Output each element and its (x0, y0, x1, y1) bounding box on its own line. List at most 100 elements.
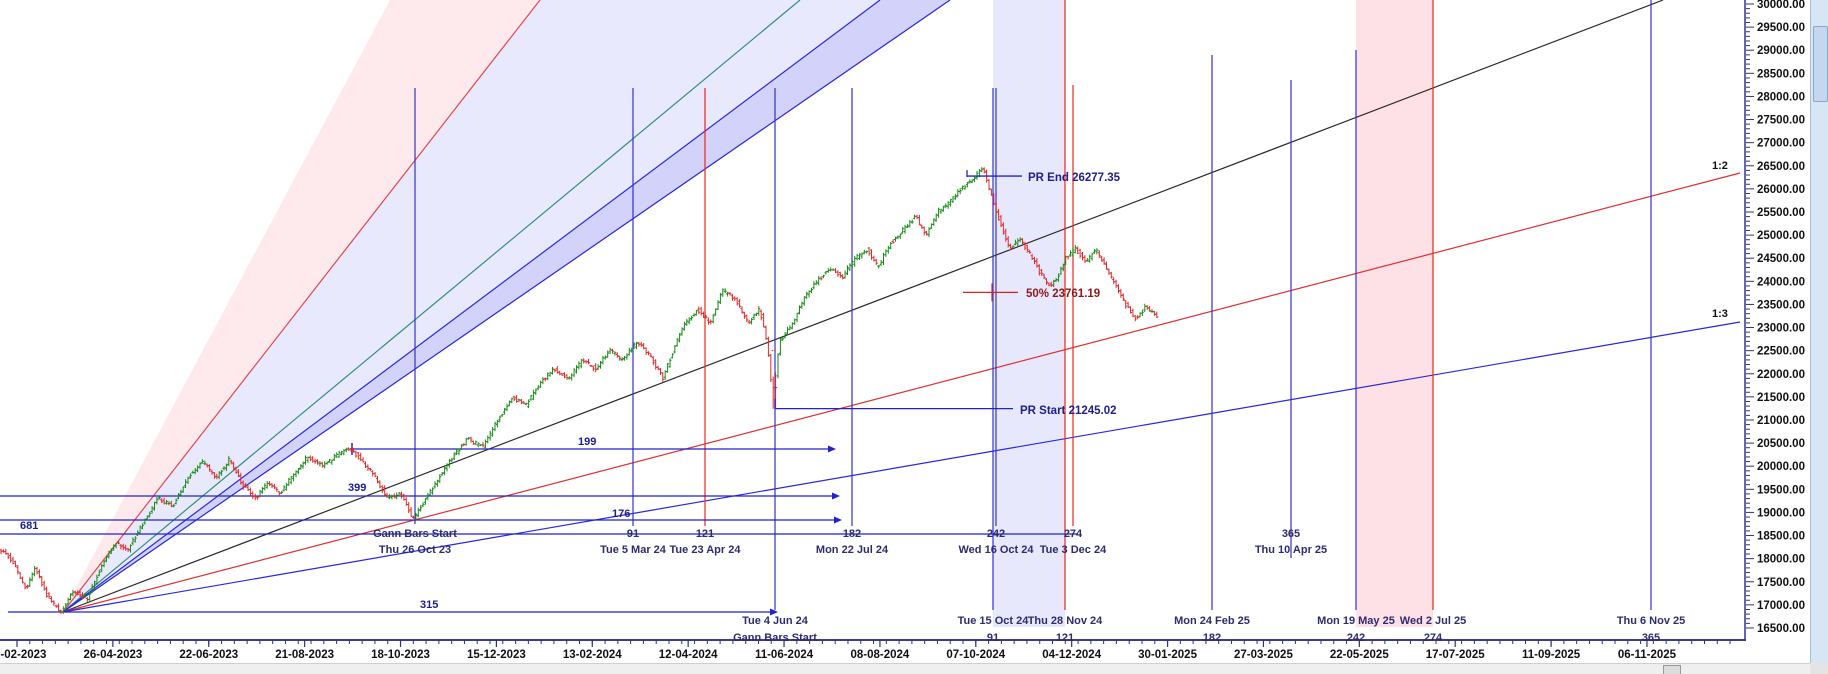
cycle2-date-365: Thu 6 Nov 25 (1617, 615, 1685, 627)
price-tick-23500: 23500.00 (1757, 299, 1805, 311)
measure-arrow-lines (0, 443, 1078, 616)
price-tick-18500: 18500.00 (1757, 531, 1805, 543)
price-tick-22000: 22000.00 (1757, 369, 1805, 381)
date-tick-9: 08-08-2024 (851, 649, 910, 661)
cycle1-date-365: Thu 10 Apr 25 (1255, 544, 1327, 556)
cycle1-date-91: Tue 5 Mar 24 (600, 544, 667, 556)
measure-399-label: 399 (348, 482, 366, 494)
price-tick-20000: 20000.00 (1757, 461, 1805, 473)
cycle2-count-242: 242 (1347, 632, 1365, 644)
date-tick-2: 22-06-2023 (179, 649, 238, 661)
fifty-percent-label: 50% 23761.19 (1026, 288, 1100, 300)
cycle1-count-182: 182 (843, 528, 861, 540)
horizontal-scrollbar[interactable] (0, 663, 1828, 674)
vertical-scrollbar[interactable] (1810, 0, 1828, 663)
measure-315-label: 315 (420, 599, 438, 611)
date-tick-16: 11-09-2025 (1522, 649, 1581, 661)
fan-line-blue-a (62, 0, 881, 613)
vertical-scrollbar-thumb[interactable] (1813, 26, 1828, 102)
cycle1-start-date: Thu 26 Oct 23 (379, 544, 451, 556)
date-tick-0: 28-02-2023 (0, 649, 46, 661)
fan-line-red-steep (62, 0, 541, 613)
price-tick-19500: 19500.00 (1757, 484, 1805, 496)
up-bars (28, 167, 1154, 614)
price-tick-17000: 17000.00 (1757, 600, 1805, 612)
date-tick-14: 22-05-2025 (1330, 649, 1389, 661)
cycle2-date-182: Mon 24 Feb 25 (1174, 615, 1250, 627)
price-tick-30000: 30000.00 (1757, 0, 1805, 11)
cycle1-count-365: 365 (1282, 528, 1300, 540)
measure-176-label: 176 (612, 508, 630, 520)
price-tick-27500: 27500.00 (1757, 115, 1805, 127)
date-tick-11: 04-12-2024 (1042, 649, 1101, 661)
date-tick-4: 18-10-2023 (371, 649, 430, 661)
measure-199-label: 199 (578, 436, 596, 448)
cycle2-date-121: Thu 28 Nov 24 (1028, 615, 1103, 627)
date-tick-8: 11-06-2024 (755, 649, 814, 661)
date-tick-12: 30-01-2025 (1138, 649, 1197, 661)
cycle2-count-365: 365 (1642, 632, 1660, 644)
fan-line-black (62, 0, 1664, 613)
pr-end-label: PR End 26277.35 (1028, 172, 1121, 184)
date-tick-13: 27-03-2025 (1234, 649, 1293, 661)
price-tick-21500: 21500.00 (1757, 392, 1805, 404)
cycle1-date-274: Tue 3 Dec 24 (1040, 544, 1107, 556)
cycle1-count-274: 274 (1064, 528, 1083, 540)
price-tick-25500: 25500.00 (1757, 207, 1805, 219)
horizontal-scrollbar-thumb[interactable] (1663, 665, 1681, 674)
ohlc-bars (0, 167, 1159, 614)
cycle2-date-242: Mon 19 May 25 (1317, 615, 1395, 627)
price-tick-27000: 27000.00 (1757, 138, 1805, 150)
price-tick-21000: 21000.00 (1757, 415, 1805, 427)
price-tick-23000: 23000.00 (1757, 323, 1805, 335)
cycle2-start-label: Gann Bars Start (733, 632, 817, 644)
date-tick-5: 15-12-2023 (467, 649, 526, 661)
price-tick-28500: 28500.00 (1757, 68, 1805, 80)
cycle1-date-242: Wed 16 Oct 24 (959, 544, 1035, 556)
gann-fan-lines (62, 0, 1741, 613)
pr-start-label: PR Start 21245.02 (1020, 405, 1117, 417)
cycle1-count-91: 91 (627, 528, 639, 540)
price-tick-26000: 26000.00 (1757, 184, 1805, 196)
price-tick-18000: 18000.00 (1757, 554, 1805, 566)
axes (0, 0, 1754, 647)
date-tick-3: 21-08-2023 (275, 649, 334, 661)
price-tick-19000: 19000.00 (1757, 507, 1805, 519)
price-tick-25000: 25000.00 (1757, 230, 1805, 242)
cycle2-count-182: 182 (1203, 632, 1221, 644)
date-tick-10: 07-10-2024 (946, 649, 1005, 661)
price-tick-28000: 28000.00 (1757, 91, 1805, 103)
price-tick-26500: 26500.00 (1757, 161, 1805, 173)
cycle-vertical-lines (414, 0, 1652, 610)
date-tick-15: 17-07-2025 (1426, 649, 1485, 661)
price-tick-16500: 16500.00 (1757, 623, 1805, 635)
fan-line-blue-b (62, 0, 951, 613)
cycle2-count-91: 91 (987, 632, 999, 644)
price-tick-29500: 29500.00 (1757, 22, 1805, 34)
cycle1-date-182: Mon 22 Jul 24 (816, 544, 889, 556)
cycle2-start-date: Tue 4 Jun 24 (742, 615, 809, 627)
cycle2-date-91: Tue 15 Oct 24 (958, 615, 1030, 627)
cycle1-count-242: 242 (987, 528, 1005, 540)
date-tick-1: 26-04-2023 (83, 649, 142, 661)
date-tick-17: 06-11-2025 (1618, 649, 1677, 661)
cycle1-count-121: 121 (696, 528, 714, 540)
cycle2-count-121: 121 (1056, 632, 1074, 644)
ratio-1-2-label: 1:2 (1712, 160, 1728, 172)
down-bars (0, 167, 1159, 614)
date-tick-7: 12-04-2024 (659, 649, 718, 661)
fan-line-teal (62, 0, 801, 613)
generated-labels: Gann Bars Start Thu 26 Oct 23 91 Tue 5 Mar … (0, 0, 1805, 661)
price-tick-24000: 24000.00 (1757, 276, 1805, 288)
scrollbar-corner (1810, 663, 1828, 674)
ratio-1-3-label: 1:3 (1712, 308, 1728, 320)
price-tick-29000: 29000.00 (1757, 45, 1805, 57)
retracement-lines (774, 170, 1022, 410)
price-tick-20500: 20500.00 (1757, 438, 1805, 450)
fan-line-blue-1-3 (62, 321, 1741, 613)
price-tick-17500: 17500.00 (1757, 577, 1805, 589)
fan-line-red-1-2 (62, 172, 1741, 613)
date-tick-6: 13-02-2024 (563, 649, 622, 661)
